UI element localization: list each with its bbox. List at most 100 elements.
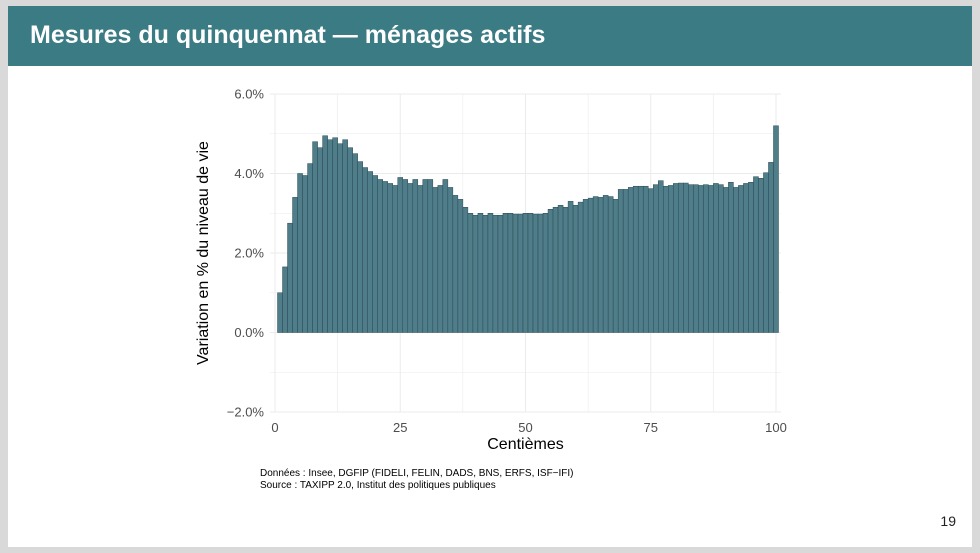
bar — [442, 179, 449, 333]
bar — [597, 197, 604, 333]
bar — [723, 187, 729, 333]
x-axis-ticks: 0 25 50 75 100 — [271, 420, 786, 435]
bar — [342, 139, 348, 333]
bar — [763, 172, 769, 333]
bar — [567, 201, 574, 333]
bar — [302, 175, 308, 333]
bar — [337, 143, 343, 333]
bar — [422, 179, 429, 333]
bar — [552, 207, 559, 333]
bar — [708, 185, 714, 333]
bar — [417, 185, 424, 333]
bar — [542, 213, 549, 333]
bar — [592, 196, 599, 333]
bar — [537, 213, 544, 333]
bar — [547, 209, 554, 333]
bar — [297, 173, 303, 333]
bar — [703, 184, 709, 333]
bar — [507, 213, 514, 333]
bar — [758, 178, 764, 333]
bar — [713, 183, 719, 333]
slide-title: Mesures du quinquennat — ménages actifs — [30, 21, 546, 49]
bar — [637, 185, 644, 333]
slide: Mesures du quinquennat — ménages actifs … — [8, 6, 972, 547]
bar — [292, 197, 298, 333]
bar — [577, 201, 584, 333]
bar — [502, 213, 509, 333]
x-tick-label: 75 — [644, 420, 658, 435]
bars — [277, 125, 779, 333]
x-axis-title: Centièmes — [487, 436, 563, 453]
bar — [322, 135, 328, 333]
bar — [602, 195, 609, 333]
bar — [452, 195, 459, 333]
bar — [668, 185, 674, 333]
bar — [407, 183, 414, 333]
bar — [387, 183, 393, 333]
bar — [663, 185, 669, 333]
y-tick-label: 6.0% — [234, 87, 264, 102]
bar — [287, 222, 293, 333]
bar — [683, 182, 689, 333]
y-tick-label: 0.0% — [234, 325, 264, 340]
bar — [612, 199, 619, 333]
bar — [587, 197, 594, 333]
bar — [457, 199, 464, 333]
bar — [582, 199, 589, 333]
y-axis-title: Variation en % du niveau de vie — [195, 141, 212, 365]
bar — [512, 213, 519, 333]
bar — [412, 179, 419, 333]
bar — [402, 179, 409, 333]
x-tick-label: 50 — [518, 420, 532, 435]
bar — [497, 214, 504, 333]
bar — [487, 213, 494, 333]
chart-notes: Données : Insee, DGFIP (FIDELI, FELIN, D… — [260, 468, 574, 492]
bar — [678, 182, 684, 333]
bar — [557, 205, 564, 333]
slide-header: Mesures du quinquennat — ménages actifs — [8, 6, 972, 66]
histogram-chart: −2.0% 0.0% 2.0% 4.0% 6.0% 0 25 50 75 100 Centièm… — [195, 87, 787, 454]
x-tick-label: 100 — [765, 420, 787, 435]
bar — [307, 163, 313, 333]
bar — [562, 207, 569, 333]
x-tick-label: 0 — [271, 420, 278, 435]
data-source-note: Données : Insee, DGFIP (FIDELI, FELIN, D… — [260, 468, 574, 479]
bar — [332, 137, 338, 333]
bar — [377, 179, 383, 333]
bar — [432, 187, 439, 333]
bar — [658, 180, 664, 333]
bar — [688, 184, 694, 333]
bar — [753, 176, 759, 333]
bar — [282, 266, 288, 333]
bar — [472, 214, 479, 333]
bar — [352, 153, 358, 333]
bar — [372, 175, 378, 333]
bar — [693, 184, 699, 333]
bar — [397, 177, 404, 333]
bar — [392, 185, 399, 333]
bar — [367, 171, 373, 333]
bar — [427, 179, 434, 333]
bar — [447, 187, 454, 333]
bar — [653, 184, 659, 333]
y-tick-label: 2.0% — [234, 246, 264, 261]
bar — [492, 214, 499, 333]
x-tick-label: 25 — [393, 420, 407, 435]
y-axis-ticks: −2.0% 0.0% 2.0% 4.0% 6.0% — [227, 87, 265, 420]
bar — [698, 185, 704, 333]
bar — [718, 184, 724, 333]
bar — [327, 139, 333, 333]
y-tick-label: 4.0% — [234, 166, 264, 181]
source-note: Source : TAXIPP 2.0, Institut des politi… — [260, 480, 496, 491]
bar — [728, 181, 734, 333]
bar — [277, 292, 283, 333]
bar — [532, 213, 539, 333]
bar — [312, 141, 318, 333]
bar — [642, 185, 649, 333]
bar — [462, 207, 469, 333]
bar — [467, 213, 474, 333]
bar — [647, 188, 654, 333]
bar — [673, 183, 679, 333]
page-number: 19 — [940, 513, 956, 529]
bar — [437, 185, 444, 333]
